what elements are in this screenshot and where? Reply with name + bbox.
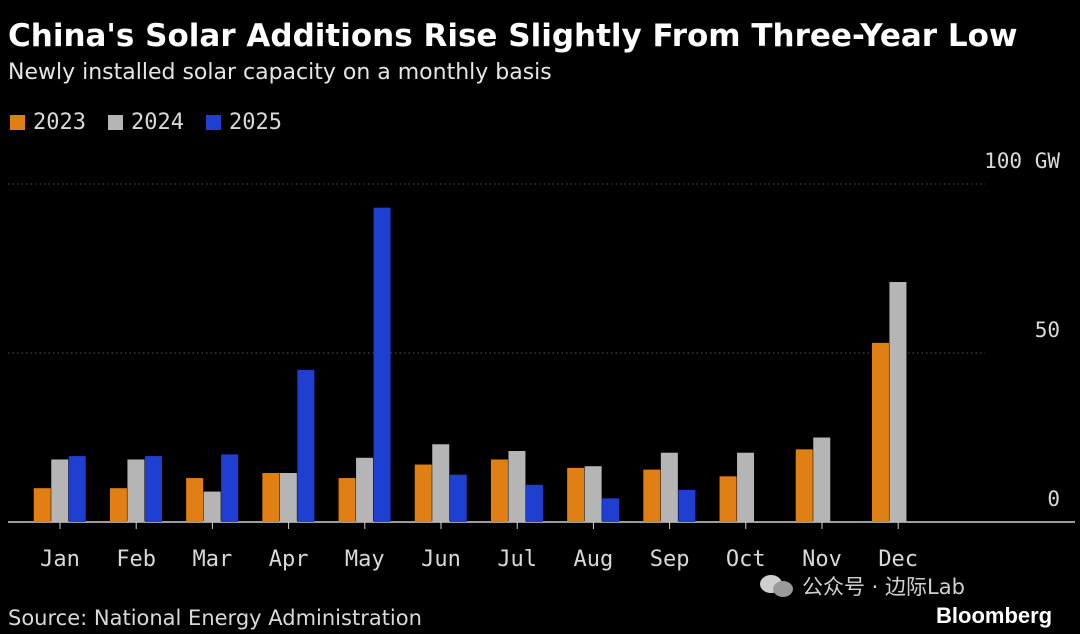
source-note: Source: National Energy Administration (8, 606, 422, 630)
bar-2023-sep (643, 469, 661, 522)
x-tick-label-jul: Jul (497, 547, 537, 572)
y-tick-label-0: 0 (1047, 487, 1060, 511)
x-tick-label-apr: Apr (269, 547, 309, 572)
brand-logo: Bloomberg (936, 603, 1053, 628)
bar-2025-jul (525, 484, 543, 522)
bar-2024-mar (203, 491, 221, 522)
legend-label-2025: 2025 (228, 110, 282, 135)
bar-2024-nov (813, 437, 831, 522)
y-tick-label-2: 100 GW (984, 149, 1060, 173)
x-tick-label-sep: Sep (650, 547, 690, 572)
x-tick-label-jan: Jan (40, 547, 80, 572)
bar-2023-nov (795, 449, 813, 522)
x-tick-label-jun: Jun (421, 547, 461, 572)
bar-2024-sep (660, 452, 678, 522)
x-tick-label-oct: Oct (726, 547, 766, 572)
bar-2024-oct (737, 452, 755, 522)
bar-2023-feb (109, 488, 127, 522)
y-tick-label-1: 50 (1035, 318, 1060, 342)
bar-2023-may (338, 478, 356, 522)
bar-2024-may (356, 457, 374, 522)
bar-2024-jan (51, 459, 69, 522)
bar-2023-aug (567, 467, 585, 522)
bar-2023-apr (262, 472, 280, 522)
bar-2024-aug (584, 466, 602, 522)
bar-2025-may (373, 207, 391, 522)
x-tick-label-may: May (345, 547, 385, 572)
x-tick-label-nov: Nov (802, 547, 842, 572)
bar-2025-aug (602, 498, 620, 522)
legend-swatch-2023 (10, 115, 25, 130)
bar-2023-jan (33, 488, 51, 522)
legend-label-2024: 2024 (130, 110, 184, 135)
legend-swatch-2025 (205, 115, 221, 130)
bar-2023-dec (871, 342, 889, 522)
bar-2023-jul (490, 459, 508, 522)
bar-2024-feb (127, 459, 145, 522)
bar-2023-oct (719, 476, 737, 522)
x-tick-label-feb: Feb (116, 547, 156, 572)
bar-2023-mar (186, 478, 204, 522)
watermark-text: 公众号 · 边际Lab (802, 575, 965, 599)
bar-2025-jun (449, 474, 467, 522)
bar-2025-apr (297, 369, 315, 522)
bar-2025-feb (144, 456, 162, 522)
x-tick-label-dec: Dec (878, 547, 918, 572)
chart-subtitle: Newly installed solar capacity on a mont… (8, 60, 552, 85)
legend-item-2024: 2024 (107, 110, 184, 135)
bar-2025-sep (678, 489, 696, 522)
legend-label-2023: 2023 (33, 110, 86, 135)
x-tick-label-aug: Aug (574, 547, 614, 572)
chart-title: China's Solar Additions Rise Slightly Fr… (8, 18, 1018, 54)
legend: 2023 2024 2025 (10, 110, 282, 135)
legend-item-2025: 2025 (205, 110, 282, 135)
bar-2024-dec (889, 282, 907, 522)
bar-2023-jun (414, 464, 432, 522)
legend-swatch-2024 (107, 115, 123, 130)
legend-item-2023: 2023 (10, 110, 86, 135)
bar-2024-jul (508, 451, 526, 522)
wechat-icon (760, 573, 794, 599)
bar-2024-apr (279, 472, 297, 522)
watermark: 公众号 · 边际Lab (760, 571, 965, 601)
bar-2024-jun (432, 444, 450, 522)
bar-2025-mar (221, 454, 239, 522)
x-tick-label-mar: Mar (193, 547, 233, 572)
bar-2025-jan (68, 456, 86, 522)
